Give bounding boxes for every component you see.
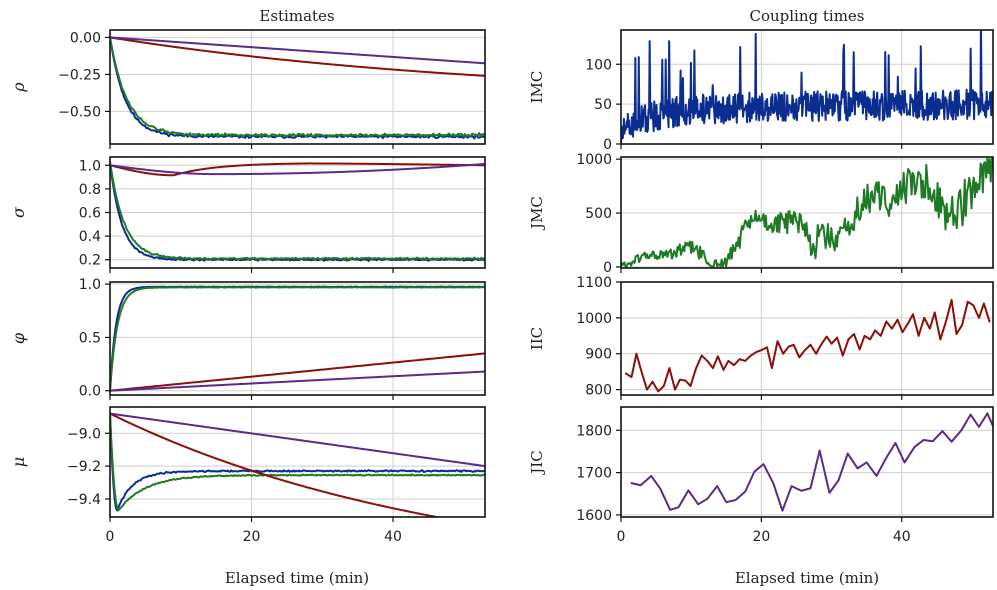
y-tick-label: 500 [585, 206, 612, 222]
series-group [110, 412, 485, 517]
y-tick-label: −0.25 [58, 67, 101, 83]
series-line-purple [110, 412, 485, 468]
series-line-green [110, 36, 485, 138]
y-tick-label: 100 [585, 57, 612, 73]
y-tick-label: −9.0 [67, 426, 101, 442]
axes-frame [620, 29, 994, 145]
left-column-title: Estimates [259, 7, 334, 25]
series-line-blue [110, 161, 485, 262]
series-line-red [110, 36, 485, 77]
y-tick-label: 1100 [576, 275, 612, 291]
x-tick-label: 0 [617, 529, 626, 545]
axes-frame [109, 281, 486, 396]
panel-iic: 800 900 1000 1100 IIC [528, 275, 994, 400]
axes-frame [620, 406, 994, 518]
right-x-axis-label: Elapsed time (min) [735, 569, 879, 587]
y-tick-label: 0.0 [79, 384, 101, 400]
y-tick-label: 50 [594, 97, 612, 113]
x-tick-label: 40 [893, 529, 911, 545]
y-tick-label: −0.50 [58, 104, 101, 120]
y-tick-label: 0.2 [79, 253, 101, 269]
chart-panels: 0.00 −0.25 −0.50 ρ 0.2 0.4 0.6 0.8 1.0 σ 0.0 0.5 1.0… [9, 29, 994, 545]
series-line-purple [110, 36, 485, 65]
axes-frame [109, 406, 486, 518]
y-tick-label: 1.0 [79, 158, 101, 174]
y-tick-label: 800 [585, 383, 612, 399]
series-line-IMC [621, 30, 993, 143]
y-tick-label: 1000 [576, 152, 612, 168]
series-group [110, 285, 485, 392]
series-line-green [110, 412, 485, 512]
series-line-blue [110, 412, 485, 512]
series-group [621, 30, 993, 143]
panel-jmc: 0 500 1000 JMC [528, 152, 994, 276]
y-axis-label: JIC [528, 450, 546, 475]
x-tick-label: 20 [243, 529, 261, 545]
y-tick-label: 1800 [576, 423, 612, 439]
series-group [110, 160, 485, 262]
y-tick-label: 1700 [576, 466, 612, 482]
y-axis-label: IIC [528, 327, 546, 350]
series-group [621, 157, 993, 268]
series-line-red [110, 412, 442, 517]
left-x-axis-label: Elapsed time (min) [225, 569, 369, 587]
series-line-blue [110, 36, 485, 140]
x-tick-label: 40 [384, 529, 402, 545]
y-tick-label: −9.4 [67, 492, 101, 508]
y-tick-label: −9.2 [67, 459, 101, 475]
series-line-red [110, 352, 485, 392]
y-axis-label: IMC [528, 71, 546, 104]
series-line-purple [110, 162, 485, 176]
y-tick-label: 0.00 [70, 30, 101, 46]
panel-imc: 0 50 100 IMC [528, 29, 994, 153]
series-group [624, 298, 991, 393]
x-tick-label: 0 [106, 529, 115, 545]
panel-rho: 0.00 −0.25 −0.50 ρ [9, 29, 486, 149]
series-line-JIC [630, 412, 993, 512]
series-line-purple [110, 370, 485, 392]
panel-phi: 0.0 0.5 1.0 φ [9, 277, 486, 400]
right-column-title: Coupling times [749, 7, 864, 25]
series-group [630, 412, 993, 512]
y-tick-label: 1000 [576, 311, 612, 327]
y-axis-label: φ [9, 332, 28, 344]
y-axis-label: ρ [9, 82, 28, 93]
y-tick-label: 1600 [576, 508, 612, 524]
panel-sigma: 0.2 0.4 0.6 0.8 1.0 σ [9, 156, 486, 273]
y-tick-label: 0.8 [79, 182, 101, 198]
y-tick-label: 0.5 [79, 330, 101, 346]
panel-jic: 1600 1700 1800 0 20 40 JIC [528, 406, 994, 545]
series-line-green [110, 160, 485, 261]
y-axis-label: σ [9, 206, 28, 218]
y-tick-label: 1.0 [79, 277, 101, 293]
panel-mu: −9.0 −9.2 −9.4 0 20 40 μ [9, 406, 486, 545]
series-line-IIC [624, 298, 991, 393]
axes-frame [620, 281, 994, 396]
series-line-green [110, 285, 485, 392]
y-axis-label: JMC [528, 196, 546, 231]
series-line-red [110, 162, 485, 177]
y-tick-label: 0 [603, 260, 612, 276]
series-line-JMC [621, 157, 993, 268]
y-tick-label: 900 [585, 347, 612, 363]
series-group [110, 36, 485, 140]
y-tick-label: 0.6 [79, 206, 101, 222]
axes-frame [109, 29, 486, 145]
y-axis-label: μ [9, 457, 28, 467]
y-tick-label: 0 [603, 137, 612, 153]
y-tick-label: 0.4 [79, 229, 101, 245]
x-tick-label: 20 [752, 529, 770, 545]
